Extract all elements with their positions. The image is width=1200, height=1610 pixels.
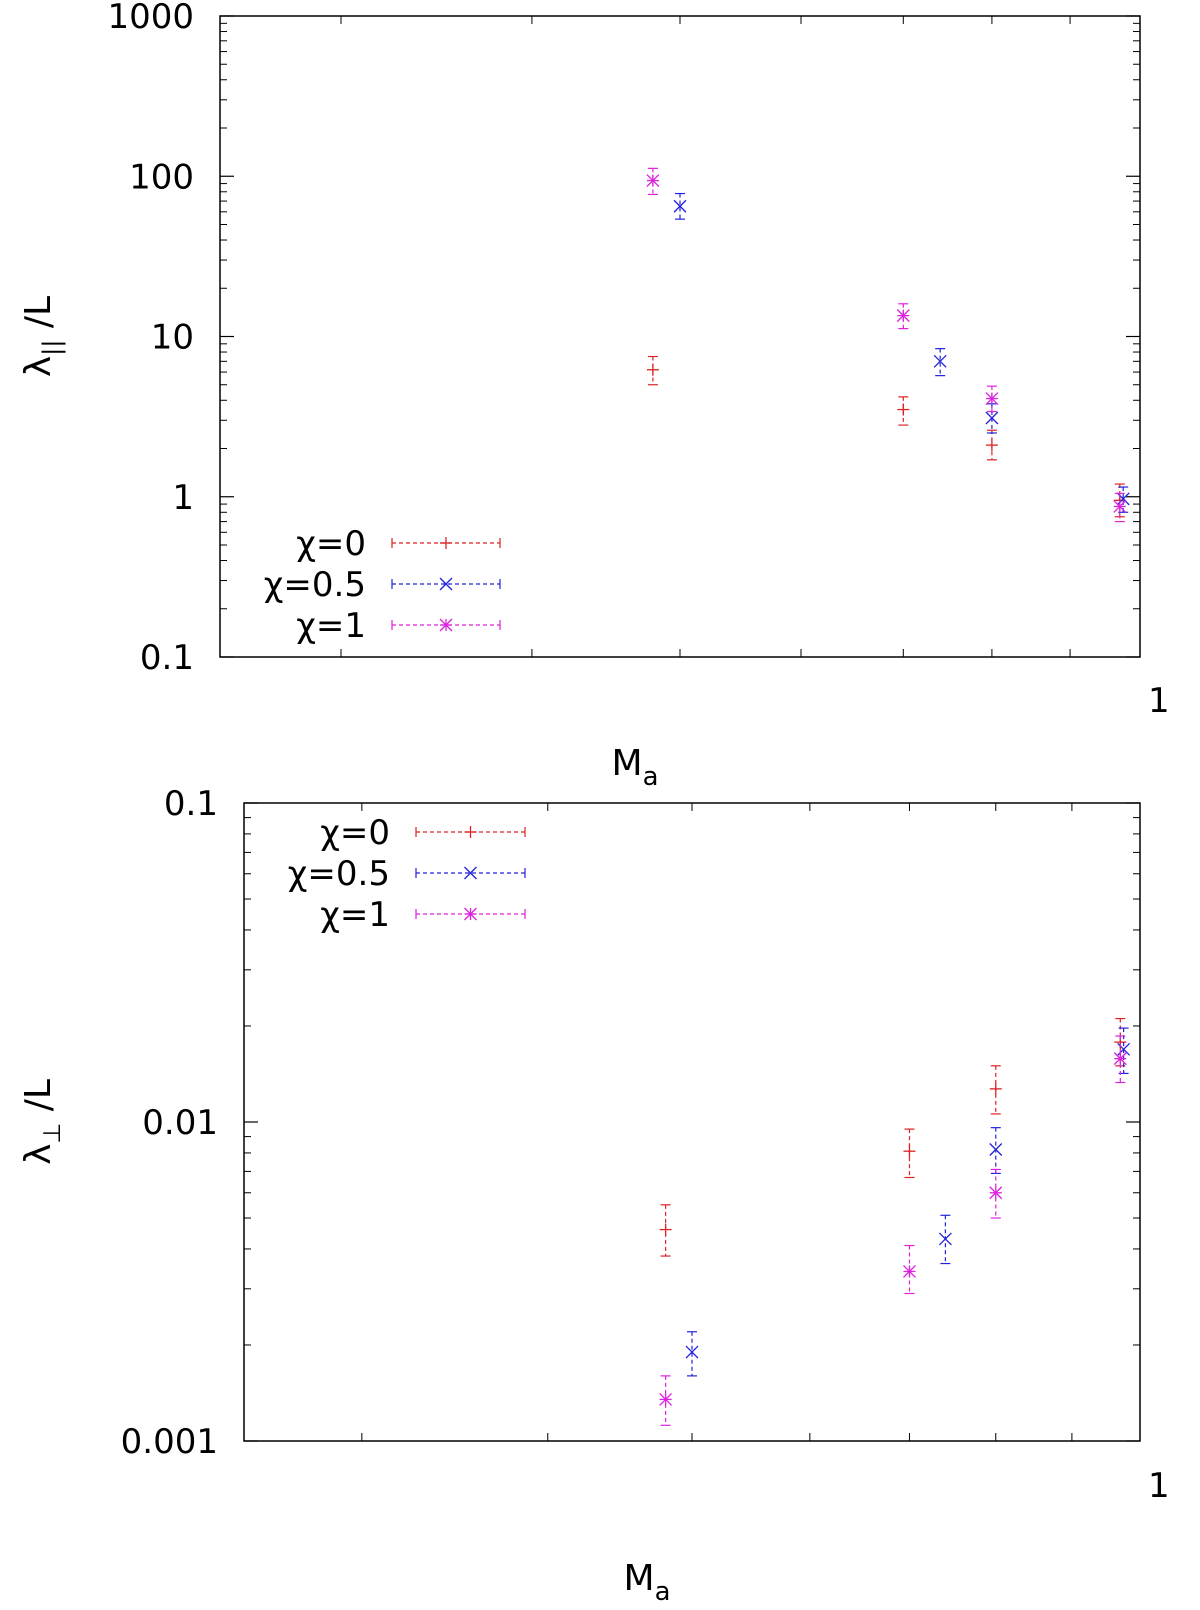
legend-marker: [439, 577, 453, 591]
legend-label: χ=1: [296, 606, 366, 646]
legend-marker: [440, 537, 452, 549]
y-axis-label: λ⊥ /L: [18, 1079, 66, 1165]
series-2: [659, 1035, 1127, 1426]
series-2: [646, 167, 1127, 523]
series-0: [646, 355, 1126, 518]
legend: χ=0χ=0.5χ=1: [264, 524, 501, 646]
legend-marker: [464, 907, 477, 921]
data-point: [1113, 1052, 1127, 1066]
x-tick-label: 1: [1148, 1466, 1170, 1506]
bottom-chart-panel: 0.001 0.01 0.1 1 Ma λ⊥ /L χ=0χ=0.5χ=1: [18, 784, 1170, 1607]
legend-label: χ=1: [320, 895, 390, 935]
series-0: [659, 1017, 1127, 1257]
y-tick-label: 0.1: [164, 784, 218, 824]
data-point: [1117, 1042, 1131, 1056]
legend-marker: [439, 618, 453, 632]
data-point: [938, 1232, 952, 1246]
series-1: [685, 1027, 1131, 1377]
x-axis-label: Ma: [624, 1558, 671, 1607]
data-point: [989, 1082, 1002, 1095]
data-point: [659, 1392, 673, 1406]
data-point: [989, 1186, 1003, 1200]
data-point: [673, 199, 687, 213]
top-chart-panel: 0.1 1 10 100 1000 1 Ma λ|| /L χ=0χ=0.5χ=1: [18, 0, 1170, 792]
data-point: [903, 1264, 916, 1278]
y-tick-label: 0.1: [140, 638, 194, 678]
data-point: [659, 1223, 672, 1236]
data-point: [685, 1345, 699, 1359]
y-tick-label: 10: [151, 318, 194, 358]
data-point: [933, 354, 947, 368]
x-tick-label: 1: [1148, 681, 1170, 721]
data-point: [985, 392, 999, 406]
legend-label: χ=0.5: [264, 565, 366, 605]
data-point: [896, 309, 910, 323]
data-point: [1113, 499, 1127, 513]
series-1: [673, 192, 1130, 513]
data-point: [897, 403, 910, 416]
data-point: [985, 411, 999, 425]
legend-label: χ=0.5: [288, 854, 390, 894]
y-tick-label: 1000: [107, 0, 194, 37]
data-point: [985, 439, 998, 452]
y-tick-label: 1: [172, 478, 194, 518]
y-axis-label: λ|| /L: [18, 296, 66, 377]
x-axis-label: Ma: [612, 743, 659, 792]
data-point: [646, 363, 659, 376]
data-point: [989, 1143, 1003, 1156]
legend-label: χ=0: [320, 813, 390, 853]
y-tick-label: 0.01: [142, 1103, 218, 1143]
y-tick-label: 0.001: [121, 1422, 218, 1462]
data-point: [646, 174, 660, 188]
data-point: [903, 1145, 916, 1158]
legend-marker: [464, 826, 477, 838]
legend-marker: [464, 866, 477, 880]
y-tick-label: 100: [129, 157, 194, 197]
legend: χ=0χ=0.5χ=1: [288, 813, 526, 935]
legend-label: χ=0: [296, 524, 366, 564]
